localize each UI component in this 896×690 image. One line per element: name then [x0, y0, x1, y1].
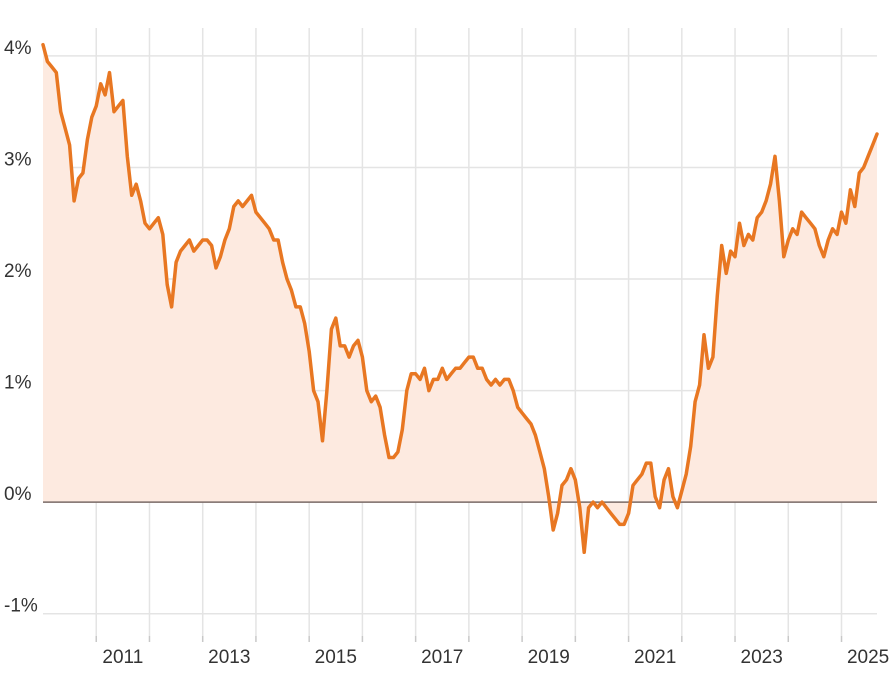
x-tick-label: 2025	[847, 647, 889, 668]
y-tick-label: 0%	[4, 484, 32, 505]
x-tick-label: 2015	[315, 647, 357, 668]
area-fill	[43, 44, 877, 553]
x-tick-label: 2013	[208, 647, 250, 668]
y-tick-label: 2%	[4, 261, 32, 282]
x-tick-label: 2021	[634, 647, 676, 668]
y-tick-label: 1%	[4, 373, 32, 394]
x-tick-label: 2023	[741, 647, 783, 668]
y-tick-label: 3%	[4, 149, 32, 170]
y-tick-label: -1%	[4, 596, 38, 617]
y-tick-label: 4%	[4, 38, 32, 59]
x-tick-label: 2019	[528, 647, 570, 668]
x-tick-label: 2017	[421, 647, 463, 668]
area-layer	[41, 42, 879, 555]
series-line	[41, 42, 879, 555]
axis-labels: 4% 3% 2% 1% 0% -1% 2011 2013 2015 2017 2019 2021 202…	[4, 38, 889, 668]
x-tick-label: 2011	[102, 647, 143, 668]
